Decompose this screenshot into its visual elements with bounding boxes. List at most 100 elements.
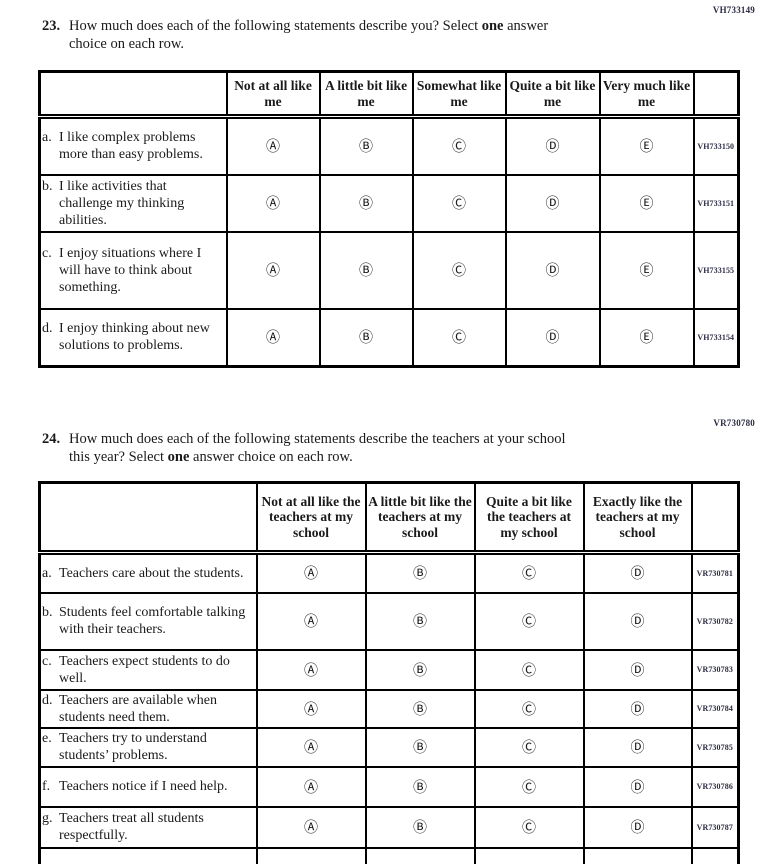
option-bubble-a[interactable]: Ⓐ [255, 688, 367, 729]
statement-letter: d. [42, 321, 53, 337]
option-bubble-c[interactable]: Ⓒ [411, 173, 507, 233]
option-bubble-d[interactable]: Ⓓ [582, 551, 693, 594]
statement-cell: d. I enjoy thinking about new solutions … [38, 307, 228, 368]
option-bubble-d[interactable]: Ⓓ [582, 688, 693, 729]
q23-row-b: b. I like activities that challenge my t… [38, 173, 740, 233]
row-code: VR730782 [690, 591, 740, 651]
statement-letter: a. [42, 130, 52, 146]
q24-header-not-at-all: Not at all like the teachers at my schoo… [255, 481, 367, 555]
row-code: VR730781 [690, 551, 740, 594]
row-code: VH733150 [692, 115, 740, 176]
row-code: VH733154 [692, 307, 740, 368]
option-bubble-c[interactable]: Ⓒ [411, 307, 507, 368]
option-bubble-a[interactable]: Ⓐ [225, 307, 321, 368]
accession-code-q24: VR730780 [713, 418, 755, 428]
statement-text: Teachers expect students to do well. [59, 653, 230, 686]
option-bubble-a[interactable]: Ⓐ [255, 726, 367, 768]
option-bubble-b[interactable]: Ⓑ [364, 648, 476, 691]
statement-text: I enjoy thinking about new solutions to … [59, 321, 210, 354]
statement-letter: a. [42, 565, 52, 581]
q24-row-f: f. Teachers notice if I need help. Ⓐ Ⓑ Ⓒ… [38, 765, 740, 808]
question-24: 24. How much does each of the following … [42, 430, 773, 466]
question-24-line1: How much does each of the following stat… [69, 431, 566, 447]
q24-header-exactly-like: Exactly like the teachers at my school [582, 481, 693, 555]
option-bubble-d[interactable]: Ⓓ [504, 307, 601, 368]
statement-text: Teachers try to understand students’ pro… [59, 731, 207, 763]
question-24-number: 24. [42, 431, 61, 447]
statement-cell [38, 846, 258, 864]
option-bubble-c[interactable]: Ⓒ [473, 765, 585, 808]
option-bubble-a[interactable]: Ⓐ [255, 805, 367, 849]
question-24-bold-word: one [167, 449, 190, 465]
q23-header-somewhat: Somewhat like me [411, 70, 507, 119]
option-bubble-b[interactable]: Ⓑ [364, 551, 476, 594]
row-code: VH733155 [692, 230, 740, 310]
option-bubble-d[interactable]: Ⓓ [582, 765, 693, 808]
statement-cell: c. Teachers expect students to do well. [38, 648, 258, 691]
option-bubble-b[interactable]: Ⓑ [364, 688, 476, 729]
option-bubble-e[interactable]: Ⓔ [598, 307, 695, 368]
option-bubble-d[interactable]: Ⓓ [504, 115, 601, 176]
q24-header-a-little-bit: A little bit like the teachers at my sch… [364, 481, 476, 555]
option-bubble-e[interactable]: Ⓔ [598, 115, 695, 176]
statement-cell: c. I enjoy situations where I will have … [38, 230, 228, 310]
option-bubble-d[interactable]: Ⓓ [504, 230, 601, 310]
option-bubble-a[interactable]: Ⓐ [255, 765, 367, 808]
option-bubble-c[interactable]: Ⓒ [473, 726, 585, 768]
option-bubble-d[interactable]: Ⓓ [582, 648, 693, 691]
statement-text: Teachers notice if I need help. [59, 779, 228, 794]
option-bubble-c[interactable]: Ⓒ [411, 230, 507, 310]
option-bubble-b[interactable]: Ⓑ [364, 765, 476, 808]
question-23: 23. How much does each of the following … [42, 17, 773, 53]
option-bubble-c[interactable]: Ⓒ [473, 648, 585, 691]
option-bubble-e[interactable]: Ⓔ [598, 230, 695, 310]
statement-cell: a. I like complex problems more than eas… [38, 115, 228, 176]
question-23-line2: choice on each row. [69, 36, 185, 52]
option-bubble-c[interactable]: Ⓒ [411, 115, 507, 176]
question-23-line1-pre: How much does each of the following stat… [69, 18, 482, 34]
option-bubble-d[interactable]: Ⓓ [582, 805, 693, 849]
statement-text: I like complex problems more than easy p… [59, 130, 203, 163]
row-code: VR730784 [690, 688, 740, 729]
option-bubble-d[interactable]: Ⓓ [504, 173, 601, 233]
q23-header-not-at-all: Not at all like me [225, 70, 321, 119]
option-bubble-a[interactable]: Ⓐ [255, 648, 367, 691]
empty-cell [473, 846, 585, 864]
q23-row-c: c. I enjoy situations where I will have … [38, 230, 740, 310]
option-bubble-a[interactable]: Ⓐ [255, 551, 367, 594]
option-bubble-b[interactable]: Ⓑ [364, 805, 476, 849]
option-bubble-b[interactable]: Ⓑ [364, 726, 476, 768]
statement-text: Teachers care about the students. [59, 565, 244, 581]
option-bubble-a[interactable]: Ⓐ [225, 115, 321, 176]
statement-cell: b. I like activities that challenge my t… [38, 173, 228, 233]
q23-header-very-much: Very much like me [598, 70, 695, 119]
option-bubble-b[interactable]: Ⓑ [318, 173, 414, 233]
option-bubble-b[interactable]: Ⓑ [318, 307, 414, 368]
option-bubble-b[interactable]: Ⓑ [318, 115, 414, 176]
statement-letter: g. [42, 811, 53, 826]
statement-cell: a. Teachers care about the students. [38, 551, 258, 594]
row-code: VR730786 [690, 765, 740, 808]
option-bubble-a[interactable]: Ⓐ [225, 173, 321, 233]
q23-header-empty [38, 70, 228, 119]
statement-letter: c. [42, 653, 52, 669]
option-bubble-d[interactable]: Ⓓ [582, 591, 693, 651]
option-bubble-d[interactable]: Ⓓ [582, 726, 693, 768]
option-bubble-b[interactable]: Ⓑ [364, 591, 476, 651]
option-bubble-e[interactable]: Ⓔ [598, 173, 695, 233]
option-bubble-c[interactable]: Ⓒ [473, 688, 585, 729]
option-bubble-a[interactable]: Ⓐ [225, 230, 321, 310]
statement-letter: e. [42, 731, 52, 746]
question-23-line1-post: answer [503, 18, 549, 34]
question-24-line2-post: answer choice on each row. [189, 449, 353, 465]
statement-letter: b. [42, 605, 53, 620]
option-bubble-c[interactable]: Ⓒ [473, 805, 585, 849]
option-bubble-c[interactable]: Ⓒ [473, 551, 585, 594]
statement-cell: d. Teachers are available when students … [38, 688, 258, 729]
statement-text: Students feel comfortable talking with t… [59, 605, 246, 637]
option-bubble-b[interactable]: Ⓑ [318, 230, 414, 310]
q24-header-code-empty [690, 481, 740, 555]
option-bubble-a[interactable]: Ⓐ [255, 591, 367, 651]
option-bubble-c[interactable]: Ⓒ [473, 591, 585, 651]
